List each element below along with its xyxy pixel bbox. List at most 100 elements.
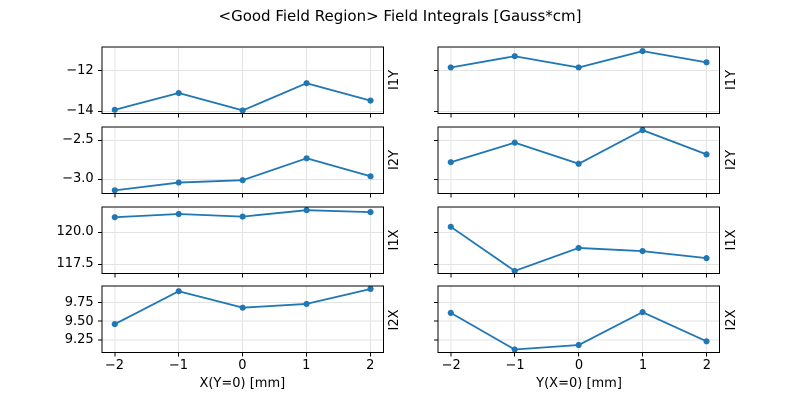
tick-marks bbox=[97, 302, 371, 357]
data-point bbox=[448, 158, 455, 166]
y-tick-label: −14 bbox=[66, 103, 94, 119]
row-label-i2x-right: I2X bbox=[723, 309, 739, 331]
series-i1x-left bbox=[111, 206, 374, 220]
data-markers bbox=[111, 80, 374, 114]
row-label-i2x-left: I2X bbox=[387, 309, 402, 331]
x-tick-label: 1 bbox=[638, 357, 648, 373]
tick-marks bbox=[97, 70, 371, 118]
x-tick-label: −2 bbox=[104, 357, 125, 373]
series-i2x-right bbox=[448, 309, 711, 353]
tick-marks bbox=[434, 231, 708, 278]
row-label-i1x-left: I1X bbox=[387, 229, 402, 251]
series-i1y-left bbox=[111, 80, 374, 114]
y-tick-label: −12 bbox=[66, 62, 94, 78]
data-point bbox=[303, 206, 310, 213]
x-tick-label: −2 bbox=[441, 357, 461, 373]
subplot-i2x-left bbox=[97, 285, 384, 357]
row-label-i1y-right: I1Y bbox=[723, 70, 739, 91]
data-point bbox=[703, 254, 711, 261]
subplot-i2y-right bbox=[434, 126, 721, 198]
data-point bbox=[111, 213, 118, 220]
series-i2y-right bbox=[448, 126, 711, 167]
data-point bbox=[175, 89, 182, 97]
tick-marks bbox=[434, 139, 708, 198]
data-markers bbox=[448, 309, 711, 353]
data-markers bbox=[111, 286, 374, 328]
subplot-i1y-right bbox=[434, 46, 721, 118]
data-point bbox=[448, 223, 455, 230]
series-i1x-right bbox=[448, 223, 711, 274]
x-axis-label-right: Y(X=0) [mm] bbox=[536, 376, 622, 392]
data-markers bbox=[448, 126, 711, 167]
data-point bbox=[575, 342, 583, 349]
data-point bbox=[448, 310, 455, 317]
data-point bbox=[303, 80, 310, 87]
x-tick-label: 2 bbox=[366, 357, 375, 373]
subplot-i1x-right bbox=[434, 206, 721, 278]
data-point bbox=[639, 309, 647, 316]
grid-lines bbox=[101, 126, 383, 194]
data-point bbox=[111, 187, 118, 194]
row-label-i1x-right: I1X bbox=[723, 229, 739, 251]
y-tick-label: 9.25 bbox=[64, 332, 94, 348]
data-point bbox=[367, 97, 374, 104]
data-markers bbox=[111, 206, 374, 220]
subplot-i2y-left bbox=[97, 126, 384, 198]
data-point bbox=[575, 160, 583, 167]
row-label-i2y-right: I2Y bbox=[723, 150, 739, 171]
subplot-i2x-right bbox=[434, 285, 721, 357]
grid-lines bbox=[438, 206, 720, 274]
y-tick-label: 9.50 bbox=[64, 313, 94, 329]
data-point bbox=[512, 267, 519, 274]
data-point bbox=[639, 126, 647, 134]
tick-marks bbox=[97, 231, 371, 278]
grid-lines bbox=[438, 126, 720, 194]
grid-lines bbox=[438, 286, 720, 353]
data-point bbox=[367, 286, 374, 293]
data-point bbox=[367, 208, 374, 215]
x-tick-label: 1 bbox=[302, 357, 311, 373]
data-point bbox=[703, 59, 711, 66]
data-point bbox=[575, 64, 583, 71]
data-point bbox=[111, 106, 118, 113]
x-tick-label: −1 bbox=[168, 357, 188, 373]
data-point bbox=[303, 301, 310, 308]
x-axis-label-left: X(Y=0) [mm] bbox=[199, 376, 286, 392]
data-point bbox=[512, 139, 519, 146]
row-label-i1y-left: I1Y bbox=[387, 70, 402, 91]
y-tick-label: 120.0 bbox=[56, 224, 94, 240]
data-point bbox=[512, 53, 519, 60]
grid-lines bbox=[101, 286, 383, 353]
data-point bbox=[239, 107, 246, 114]
data-markers bbox=[448, 223, 711, 274]
data-markers bbox=[448, 47, 711, 71]
data-point bbox=[703, 151, 711, 158]
series-i1y-right bbox=[448, 47, 711, 71]
y-tick-label: −2.5 bbox=[62, 132, 94, 148]
grid-lines bbox=[101, 206, 383, 274]
data-markers bbox=[111, 154, 374, 194]
data-point bbox=[367, 172, 374, 180]
series-i2y-left bbox=[111, 154, 374, 194]
y-tick-label: 9.75 bbox=[64, 294, 94, 310]
tick-marks bbox=[97, 139, 371, 198]
y-tick-label: −3.0 bbox=[62, 171, 94, 187]
subplot-i1x-left bbox=[97, 206, 384, 278]
data-point bbox=[175, 179, 182, 186]
data-point bbox=[303, 154, 310, 162]
x-tick-label: 0 bbox=[574, 357, 584, 373]
data-point bbox=[175, 210, 182, 217]
grid-lines bbox=[101, 47, 383, 114]
data-point bbox=[639, 47, 647, 55]
x-tick-label: 2 bbox=[702, 357, 712, 373]
row-label-i2y-left: I2Y bbox=[387, 150, 402, 171]
data-point bbox=[111, 321, 118, 328]
x-tick-label: 0 bbox=[238, 357, 247, 373]
tick-marks bbox=[434, 70, 708, 118]
figure-title: <Good Field Region> Field Integrals [Gau… bbox=[218, 7, 582, 25]
data-point bbox=[239, 213, 246, 220]
y-tick-label: 117.5 bbox=[56, 256, 94, 272]
data-point bbox=[239, 176, 246, 184]
data-point bbox=[703, 338, 711, 345]
